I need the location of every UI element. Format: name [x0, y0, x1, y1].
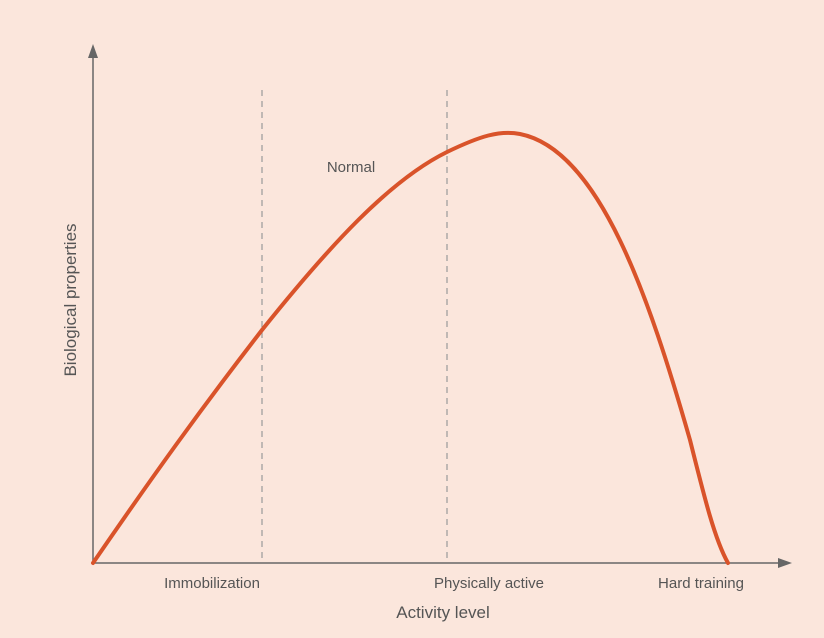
curve	[91, 130, 730, 565]
x-axis-arrow	[778, 558, 792, 568]
x-label: Hard training	[658, 575, 744, 592]
y-axis-label: Biological properties	[61, 223, 80, 376]
x-axis-label: Activity level	[396, 603, 490, 622]
x-label: Immobilization	[164, 575, 260, 592]
curve-label: Normal	[327, 159, 375, 176]
y-axis-arrow	[88, 44, 98, 58]
x-label: Physically active	[434, 575, 544, 592]
